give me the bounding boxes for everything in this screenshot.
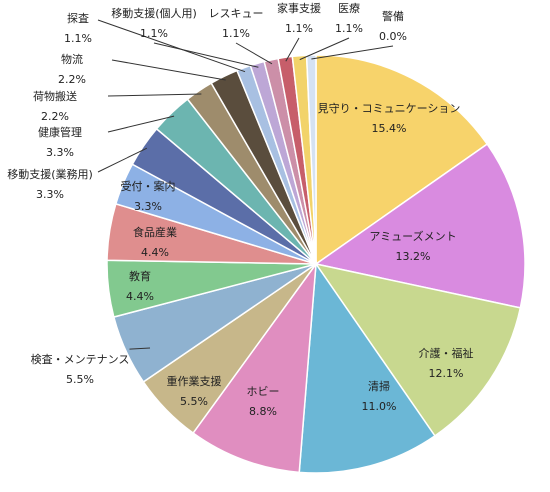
slice-label: 探査 <box>67 11 89 25</box>
leader-line <box>235 42 273 65</box>
slice-percent-label: 2.2% <box>41 110 69 123</box>
slice-percent-label: 8.8% <box>249 405 277 418</box>
slice-percent-label: 4.4% <box>126 290 154 303</box>
leader-line <box>97 147 148 173</box>
slice-label: ホビー <box>247 385 280 398</box>
slice-label: レスキュー <box>209 7 264 20</box>
slice-label: 移動支援(業務用) <box>7 167 93 181</box>
slice-label: 受付・案内 <box>121 179 176 193</box>
pie-slice <box>314 262 522 437</box>
labels-layer: 見守り・コミュニケーション 15.4% アミューズメント 13.2% 介護・福祉 12.1… <box>7 1 473 418</box>
leader-line <box>153 42 259 68</box>
slice-label: 介護・福祉 <box>419 346 474 360</box>
slice-label: 見守り・コミュニケーション <box>318 101 461 115</box>
leader-line <box>111 59 226 81</box>
leader-line <box>107 93 202 97</box>
pie-slice <box>298 261 436 474</box>
leader-line <box>129 347 151 350</box>
slice-label: アミューズメント <box>369 229 456 243</box>
pie-slice <box>192 261 317 474</box>
leader-line <box>299 37 350 61</box>
slice-percent-label: 3.3% <box>46 146 74 159</box>
slice-label: 重作業支援 <box>167 374 222 388</box>
slice-label: 警備 <box>382 9 404 23</box>
slice-label: 清掃 <box>368 379 390 393</box>
slice-label: 食品産業 <box>133 225 177 239</box>
slice-percent-label: 1.1% <box>64 32 92 45</box>
slice-percent-label: 5.5% <box>66 373 94 386</box>
slice-label: 健康管理 <box>38 125 82 139</box>
slice-percent-label: 1.1% <box>140 27 168 40</box>
slice-label: 検査・メンテナンス <box>31 352 130 366</box>
slice-percent-label: 13.2% <box>396 250 431 263</box>
pie-slice <box>314 143 526 309</box>
leader-lines-layer <box>97 19 394 350</box>
leader-line <box>97 19 246 73</box>
slice-percent-label: 1.1% <box>222 27 250 40</box>
slices-layer <box>106 54 526 474</box>
leader-line <box>311 45 394 60</box>
slice-percent-label: 12.1% <box>429 367 464 380</box>
slice-percent-label: 15.4% <box>372 122 407 135</box>
slice-label: 教育 <box>129 269 151 283</box>
leader-line <box>107 115 175 133</box>
slice-percent-label: 1.1% <box>285 22 313 35</box>
slice-label: 物流 <box>61 52 83 66</box>
slice-percent-label: 4.4% <box>141 246 169 259</box>
slice-percent-label: 0.0% <box>379 30 407 43</box>
slice-label: 荷物搬送 <box>33 89 77 103</box>
slice-percent-label: 11.0% <box>362 400 397 413</box>
slice-percent-label: 1.1% <box>335 22 363 35</box>
slice-percent-label: 3.3% <box>134 200 162 213</box>
slice-percent-label: 2.2% <box>58 73 86 86</box>
slice-percent-label: 3.3% <box>36 188 64 201</box>
slice-percent-label: 5.5% <box>180 395 208 408</box>
slice-label: 移動支援(個人用) <box>111 6 197 20</box>
leader-line <box>285 37 300 62</box>
slice-label: 医療 <box>338 1 360 15</box>
slice-label: 家事支援 <box>277 1 321 15</box>
